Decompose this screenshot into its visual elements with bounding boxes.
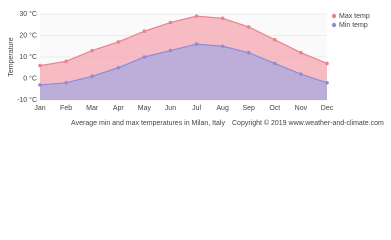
x-tick-label: Oct	[269, 105, 280, 112]
point	[273, 38, 277, 42]
caption: Average min and max temperatures in Mila…	[71, 120, 225, 127]
chart: Temperature Average min and max temperat…	[8, 10, 384, 127]
y-tick-label: 10 °C	[19, 53, 37, 61]
x-tick-label: May	[138, 105, 152, 112]
copyright: Copyright © 2019 www.weather-and-climate…	[232, 119, 384, 127]
area	[40, 44, 327, 100]
x-tick-label: Feb	[60, 105, 72, 112]
point	[325, 61, 329, 66]
x-tick-label: Dec	[321, 105, 334, 112]
point	[38, 83, 42, 87]
point	[194, 42, 199, 46]
point	[325, 81, 329, 85]
x-tick-label: Sep	[242, 105, 255, 112]
point	[246, 50, 251, 55]
point	[168, 48, 173, 53]
point	[142, 55, 147, 59]
y-tick-label: -10 °C	[17, 96, 37, 104]
point	[38, 63, 42, 68]
x-tick-label: Mar	[86, 105, 99, 112]
x-tick-label: Jul	[192, 105, 201, 112]
point	[194, 14, 199, 18]
x-tick-label: Jun	[165, 105, 176, 112]
point	[90, 74, 94, 79]
point	[64, 59, 68, 64]
x-tick-label: Aug	[216, 105, 229, 112]
y-tick-label: 0 °C	[23, 74, 37, 82]
point	[90, 48, 94, 53]
point	[220, 16, 225, 21]
point	[116, 65, 121, 70]
point	[64, 81, 68, 85]
y-tick-label: 20 °C	[19, 31, 37, 39]
legend-swatch	[331, 13, 337, 19]
x-tick-label: Jan	[34, 105, 45, 112]
point	[299, 50, 303, 55]
point	[220, 44, 225, 49]
line	[39, 15, 328, 67]
legend-swatch	[331, 22, 337, 28]
x-tick-label: Nov	[295, 105, 308, 112]
point	[168, 20, 173, 25]
y-axis-label: Temperature	[8, 37, 15, 76]
y-tick-label: 30 °C	[19, 10, 37, 18]
legend-label: Min temp	[339, 22, 368, 29]
point	[246, 25, 251, 29]
point	[142, 29, 147, 33]
point	[299, 72, 303, 76]
x-tick-label: Apr	[113, 105, 125, 112]
line	[39, 43, 328, 86]
legend-label: Max temp	[339, 13, 370, 20]
point	[273, 61, 277, 66]
point	[116, 40, 121, 44]
